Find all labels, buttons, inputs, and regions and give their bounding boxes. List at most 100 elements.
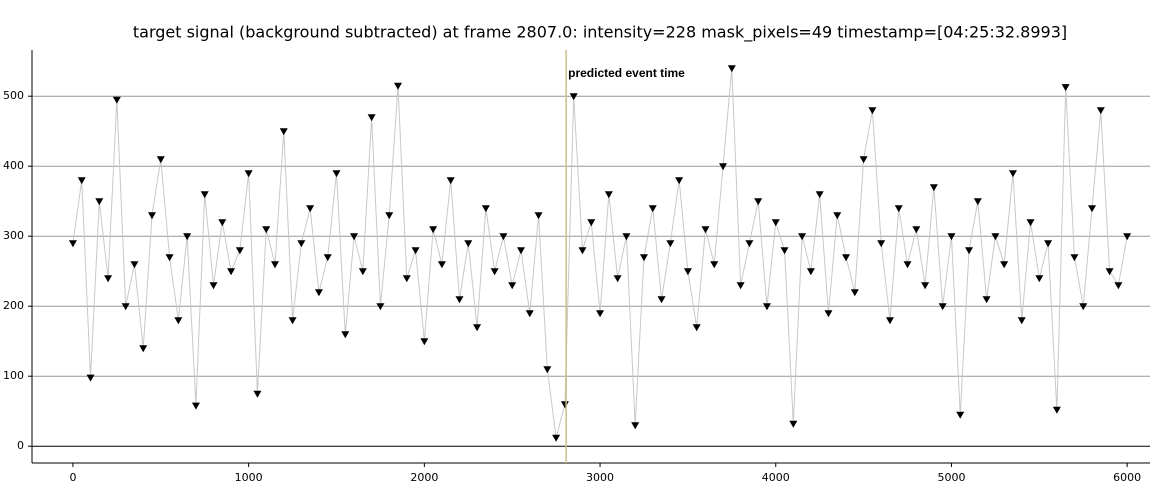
marker bbox=[191, 402, 200, 410]
y-tick-label: 100 bbox=[3, 369, 24, 382]
chart-title: target signal (background subtracted) at… bbox=[133, 23, 1067, 43]
marker bbox=[350, 233, 359, 241]
marker bbox=[393, 82, 402, 90]
marker bbox=[965, 247, 974, 255]
y-tick-label: 400 bbox=[3, 159, 24, 172]
marker bbox=[86, 374, 95, 382]
marker bbox=[481, 205, 490, 213]
marker bbox=[850, 289, 859, 297]
marker bbox=[1105, 268, 1114, 276]
marker bbox=[912, 226, 921, 234]
marker bbox=[68, 240, 77, 248]
x-tick-label: 0 bbox=[69, 471, 76, 484]
marker bbox=[235, 247, 244, 255]
marker bbox=[868, 107, 877, 115]
marker bbox=[1088, 205, 1097, 213]
marker bbox=[139, 345, 148, 353]
marker bbox=[77, 177, 86, 185]
marker bbox=[789, 420, 798, 428]
marker bbox=[411, 247, 420, 255]
marker bbox=[112, 96, 121, 104]
marker bbox=[1061, 84, 1070, 92]
marker bbox=[1044, 240, 1053, 248]
marker bbox=[578, 247, 587, 255]
marker bbox=[754, 198, 763, 206]
y-tick-label: 300 bbox=[3, 229, 24, 242]
x-tick-label: 5000 bbox=[937, 471, 965, 484]
marker bbox=[534, 212, 543, 220]
marker bbox=[473, 324, 482, 332]
x-tick-label: 1000 bbox=[235, 471, 263, 484]
marker bbox=[701, 226, 710, 234]
marker bbox=[1000, 261, 1009, 269]
marker bbox=[1052, 406, 1061, 414]
marker bbox=[165, 254, 174, 262]
marker bbox=[306, 205, 315, 213]
marker bbox=[376, 303, 385, 311]
x-tick-label: 3000 bbox=[586, 471, 614, 484]
marker bbox=[209, 282, 218, 290]
marker bbox=[903, 261, 912, 269]
marker bbox=[1026, 219, 1035, 227]
marker bbox=[560, 401, 569, 409]
marker bbox=[95, 198, 104, 206]
marker bbox=[552, 434, 561, 442]
marker bbox=[639, 254, 648, 262]
marker bbox=[174, 317, 183, 325]
marker bbox=[130, 261, 139, 269]
marker bbox=[569, 93, 578, 101]
marker bbox=[991, 233, 1000, 241]
marker bbox=[1079, 303, 1088, 311]
marker bbox=[341, 331, 350, 339]
marker bbox=[156, 156, 165, 164]
marker bbox=[885, 317, 894, 325]
marker bbox=[947, 233, 956, 241]
marker bbox=[437, 261, 446, 269]
marker bbox=[429, 226, 438, 234]
marker bbox=[227, 268, 236, 276]
marker bbox=[323, 254, 332, 262]
marker bbox=[367, 114, 376, 122]
marker bbox=[385, 212, 394, 220]
marker bbox=[938, 303, 947, 311]
marker bbox=[543, 366, 552, 374]
x-tick-label: 6000 bbox=[1113, 471, 1141, 484]
marker bbox=[604, 191, 613, 199]
marker bbox=[833, 212, 842, 220]
marker bbox=[736, 282, 745, 290]
marker bbox=[279, 128, 288, 136]
marker bbox=[613, 275, 622, 283]
marker bbox=[402, 275, 411, 283]
marker bbox=[1096, 107, 1105, 115]
marker bbox=[648, 205, 657, 213]
y-tick-label: 0 bbox=[17, 439, 24, 452]
marker bbox=[815, 191, 824, 199]
marker bbox=[1114, 282, 1123, 290]
marker bbox=[929, 184, 938, 192]
marker bbox=[288, 317, 297, 325]
marker bbox=[894, 205, 903, 213]
marker bbox=[244, 170, 253, 178]
marker bbox=[332, 170, 341, 178]
y-tick-label: 200 bbox=[3, 299, 24, 312]
marker bbox=[780, 247, 789, 255]
marker bbox=[710, 261, 719, 269]
marker bbox=[842, 254, 851, 262]
marker bbox=[200, 191, 209, 199]
marker bbox=[1008, 170, 1017, 178]
marker bbox=[824, 310, 833, 318]
marker bbox=[727, 65, 736, 73]
marker bbox=[675, 177, 684, 185]
marker bbox=[455, 296, 464, 304]
marker bbox=[446, 177, 455, 185]
marker bbox=[464, 240, 473, 248]
y-tick-label: 500 bbox=[3, 89, 24, 102]
marker bbox=[104, 275, 113, 283]
marker bbox=[183, 233, 192, 241]
marker bbox=[798, 233, 807, 241]
x-tick-label: 4000 bbox=[762, 471, 790, 484]
marker bbox=[631, 422, 640, 430]
marker bbox=[771, 219, 780, 227]
marker bbox=[587, 219, 596, 227]
